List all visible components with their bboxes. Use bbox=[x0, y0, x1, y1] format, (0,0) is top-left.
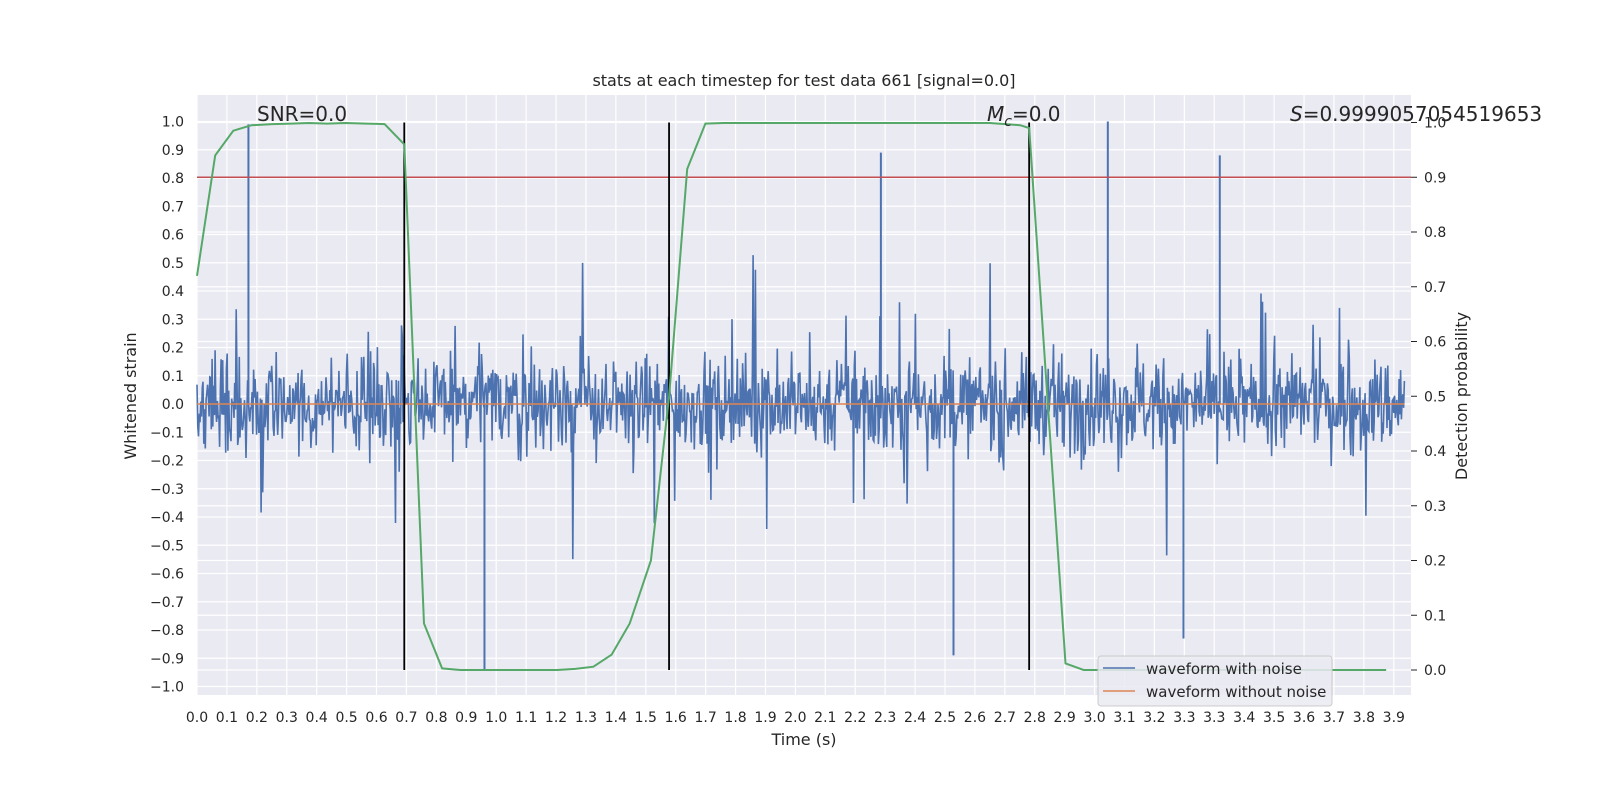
y-tick-label: 0.3 bbox=[162, 312, 184, 328]
x-tick-label: 1.8 bbox=[724, 710, 746, 726]
x-tick-label: 2.7 bbox=[994, 710, 1016, 726]
x-tick-label: 2.1 bbox=[814, 710, 836, 726]
y-tick-label: 0.8 bbox=[162, 171, 184, 187]
x-tick-label: 1.0 bbox=[485, 710, 507, 726]
legend-label-noise: waveform with noise bbox=[1146, 660, 1302, 678]
y2-axis-label: Detection probability bbox=[1452, 312, 1471, 480]
y-tick-label: 1.0 bbox=[162, 115, 184, 131]
x-tick-label: 3.5 bbox=[1263, 710, 1285, 726]
y-tick-label: −0.3 bbox=[150, 482, 184, 498]
y-tick-label: −0.5 bbox=[150, 538, 184, 554]
y2-tick-label: 0.1 bbox=[1424, 608, 1446, 624]
series-waveform-with-noise bbox=[196, 121, 1406, 670]
y2-tick-label: 0.6 bbox=[1424, 335, 1446, 351]
y2-tick-label: 0.8 bbox=[1424, 225, 1446, 241]
s-annotation: S=0.9999057054519653 bbox=[1290, 102, 1542, 126]
y2-tick-label: 0.5 bbox=[1424, 389, 1446, 405]
y2-tick-label: 0.3 bbox=[1424, 499, 1446, 515]
y-tick-label: −0.8 bbox=[150, 623, 184, 639]
y2-tick-label: 1.0 bbox=[1424, 116, 1446, 132]
y-axis-label: Whitened strain bbox=[121, 332, 140, 459]
y-tick-label: 0.5 bbox=[162, 256, 184, 272]
x-tick-label: 1.2 bbox=[545, 710, 567, 726]
x-tick-label: 0.6 bbox=[365, 710, 387, 726]
y2-tick-label: 0.0 bbox=[1424, 663, 1446, 679]
noise-trace bbox=[196, 250, 1406, 560]
y-tick-label: −1.0 bbox=[150, 680, 184, 696]
y2-tick-label: 0.4 bbox=[1424, 444, 1446, 460]
x-tick-label: 0.9 bbox=[455, 710, 477, 726]
y-tick-label: −0.2 bbox=[150, 454, 184, 470]
x-tick-label: 2.8 bbox=[1024, 710, 1046, 726]
x-tick-label: 2.4 bbox=[904, 710, 926, 726]
y-tick-label: 0.0 bbox=[162, 397, 184, 413]
y-tick-label: −0.7 bbox=[150, 595, 184, 611]
x-tick-label: 0.3 bbox=[276, 710, 298, 726]
x-tick-label: 0.2 bbox=[246, 710, 268, 726]
x-tick-label: 1.3 bbox=[575, 710, 597, 726]
x-tick-label: 0.0 bbox=[186, 710, 208, 726]
x-tick-label: 1.9 bbox=[754, 710, 776, 726]
snr-annotation: SNR=0.0 bbox=[257, 102, 347, 126]
x-tick-label: 1.4 bbox=[605, 710, 627, 726]
y-tick-label: −0.6 bbox=[150, 567, 184, 583]
y-tick-label: −0.4 bbox=[150, 510, 184, 526]
x-tick-label: 3.1 bbox=[1113, 710, 1135, 726]
x-tick-label: 3.4 bbox=[1233, 710, 1255, 726]
x-tick-label: 2.3 bbox=[874, 710, 896, 726]
x-tick-label: 3.2 bbox=[1143, 710, 1165, 726]
x-tick-label: 3.8 bbox=[1353, 710, 1375, 726]
x-tick-label: 3.3 bbox=[1173, 710, 1195, 726]
y2-tick-label: 0.2 bbox=[1424, 554, 1446, 570]
x-tick-label: 1.7 bbox=[695, 710, 717, 726]
x-tick-label: 0.8 bbox=[425, 710, 447, 726]
y-tick-label: 0.7 bbox=[162, 199, 184, 215]
legend-box bbox=[1097, 655, 1333, 707]
y-tick-label: 0.1 bbox=[162, 369, 184, 385]
x-tick-label: 2.5 bbox=[934, 710, 956, 726]
series-lines bbox=[196, 121, 1411, 671]
y-tick-label: 0.4 bbox=[162, 284, 184, 300]
x-tick-label: 1.5 bbox=[635, 710, 657, 726]
x-tick-label: 0.7 bbox=[395, 710, 417, 726]
y-tick-label: 0.9 bbox=[162, 143, 184, 159]
chart-title: stats at each timestep for test data 661… bbox=[592, 71, 1015, 90]
x-tick-label: 3.0 bbox=[1083, 710, 1105, 726]
detection-probability-line bbox=[196, 121, 1387, 671]
x-tick-label: 3.9 bbox=[1383, 710, 1405, 726]
y-tick-label: 0.6 bbox=[162, 228, 184, 244]
mc-annotation: Mc=0.0 bbox=[987, 102, 1061, 130]
legend-label-clean: waveform without noise bbox=[1146, 683, 1326, 701]
x-tick-label: 1.1 bbox=[515, 710, 537, 726]
x-tick-label: 0.5 bbox=[335, 710, 357, 726]
y2-tick-label: 0.9 bbox=[1424, 170, 1446, 186]
s-symbol: S bbox=[1290, 102, 1303, 126]
x-tick-label: 2.2 bbox=[844, 710, 866, 726]
x-tick-label: 3.3 bbox=[1203, 710, 1225, 726]
x-axis-label: Time (s) bbox=[770, 730, 836, 749]
x-tick-label: 3.6 bbox=[1293, 710, 1315, 726]
x-tick-label: 1.6 bbox=[665, 710, 687, 726]
x-tick-label: 2.0 bbox=[784, 710, 806, 726]
y-tick-label: 0.2 bbox=[162, 341, 184, 357]
x-tick-label: 2.6 bbox=[964, 710, 986, 726]
y-tick-label: −0.1 bbox=[150, 425, 184, 441]
y2-tick-label: 0.7 bbox=[1424, 280, 1446, 296]
mc-value: =0.0 bbox=[1012, 102, 1061, 126]
x-tick-label: 0.4 bbox=[306, 710, 328, 726]
legend: waveform with noise waveform without noi… bbox=[1097, 655, 1333, 707]
y-tick-label: −0.9 bbox=[150, 651, 184, 667]
x-tick-label: 0.1 bbox=[216, 710, 238, 726]
x-tick-label: 2.9 bbox=[1054, 710, 1076, 726]
mc-symbol: M bbox=[987, 102, 1004, 126]
mc-subscript: c bbox=[1004, 114, 1012, 130]
s-value: =0.9999057054519653 bbox=[1303, 102, 1542, 126]
x-tick-label: 3.7 bbox=[1323, 710, 1345, 726]
axes: 1.0 0.9 0.8 0.7 0.6 0.5 0.4 0.3 0.2 0.1 0.0 −0.1 −0.… bbox=[150, 115, 1446, 727]
